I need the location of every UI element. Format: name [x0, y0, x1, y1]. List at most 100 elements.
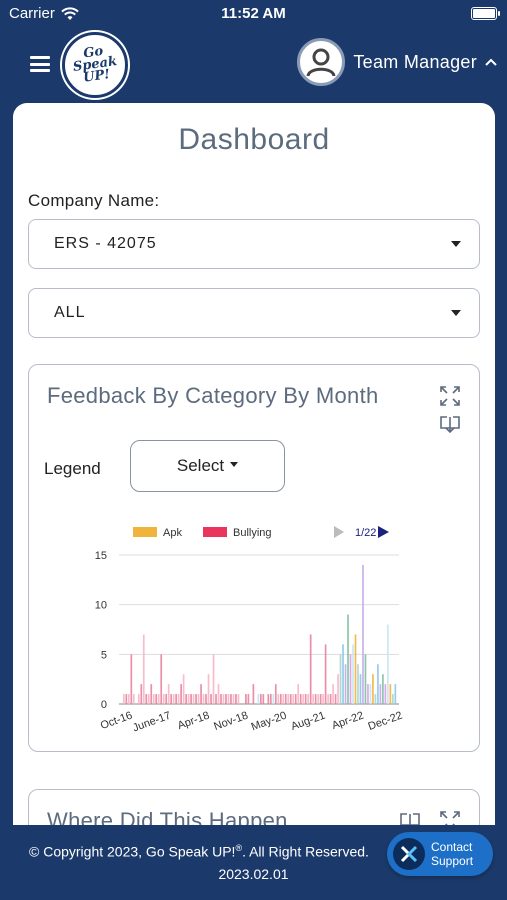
- expand-icon[interactable]: [439, 810, 461, 825]
- panel-title: Feedback By Category By Month: [47, 383, 379, 408]
- chart-bar: [357, 664, 359, 704]
- chart-bar: [359, 674, 362, 704]
- where-panel: Where Did This Happen: [28, 789, 480, 825]
- chart-bar: [225, 694, 227, 704]
- chart-bar: [210, 694, 212, 704]
- chart-bar: [247, 694, 250, 704]
- y-tick-label: 10: [95, 600, 107, 612]
- x-tick-label: Aug-21: [289, 710, 326, 733]
- chart-bar: [140, 684, 143, 704]
- chart-bar: [172, 694, 175, 704]
- chart-bar: [337, 674, 339, 704]
- chart-bar: [384, 684, 387, 704]
- legend-entry: Bullying: [233, 527, 272, 539]
- chart-bar: [177, 694, 180, 704]
- chart-bar: [334, 694, 337, 704]
- chart-bar: [132, 694, 135, 704]
- y-tick-label: 15: [95, 550, 107, 562]
- y-tick-label: 0: [101, 699, 107, 711]
- chart-bar: [352, 644, 354, 704]
- chart-bar: [392, 694, 394, 704]
- chart-bar: [257, 694, 260, 704]
- chart-bar: [152, 694, 155, 704]
- chart-bar: [269, 694, 272, 704]
- chart-bar: [235, 694, 237, 704]
- chart-bar: [195, 694, 197, 704]
- copyright-text: © Copyright 2023, Go Speak UP!®. All Rig…: [29, 843, 369, 860]
- chart-bar: [220, 694, 222, 704]
- chart-bar: [215, 694, 217, 704]
- expand-icon[interactable]: [439, 385, 461, 407]
- clock: 11:52 AM: [221, 5, 286, 22]
- chart-bar: [364, 654, 367, 704]
- carrier: Carrier: [9, 5, 79, 22]
- legend-label: Legend: [44, 459, 101, 478]
- hamburger-menu-icon[interactable]: [30, 56, 50, 72]
- logo: Go Speak UP!: [62, 32, 128, 98]
- chart-bar: [165, 694, 168, 704]
- chart-bar: [155, 694, 158, 704]
- support-icon: [393, 838, 425, 870]
- chart-bar: [299, 694, 302, 704]
- x-tick-label: June-17: [131, 710, 172, 735]
- chart-bar: [162, 694, 165, 704]
- chart-bar: [167, 684, 170, 704]
- chart-bar: [329, 694, 332, 704]
- chart-bar: [274, 684, 277, 704]
- chart-bar: [207, 674, 210, 704]
- chart-bar: [282, 694, 285, 704]
- chart-bar: [272, 694, 275, 704]
- filter-select[interactable]: ALL: [28, 288, 480, 338]
- page-title: Dashboard: [178, 123, 330, 156]
- contact-support-button[interactable]: Contact Support: [387, 832, 493, 876]
- chart-bar: [277, 694, 280, 704]
- x-tick-label: Oct-16: [99, 710, 134, 733]
- chart-bar: [130, 654, 133, 704]
- chart-bar: [312, 694, 314, 704]
- chart-bar: [387, 624, 389, 704]
- chart-bar: [332, 684, 334, 704]
- chart-bar: [150, 684, 153, 704]
- legend-select[interactable]: Select: [130, 440, 285, 492]
- legend-swatch: [133, 527, 157, 537]
- company-select[interactable]: ERS - 42075: [28, 219, 480, 269]
- app-version: 2023.02.01: [218, 866, 289, 882]
- chart-bar: [187, 694, 190, 704]
- company-select-value: ERS - 42075: [54, 235, 157, 252]
- legend-page: 1/22: [355, 527, 376, 539]
- chart-bar: [369, 684, 372, 704]
- download-icon[interactable]: [399, 810, 421, 825]
- chart-bar: [202, 694, 205, 704]
- panel-title: Where Did This Happen: [47, 808, 288, 825]
- chart-bar: [394, 684, 397, 704]
- x-tick-label: Apr-22: [330, 710, 365, 733]
- chart-bar: [227, 694, 230, 704]
- wifi-icon: [61, 6, 79, 20]
- caret-down-icon: [451, 241, 461, 247]
- chart-bar: [200, 684, 202, 704]
- chart-bar: [319, 694, 322, 704]
- chart-bar: [230, 694, 232, 704]
- user-menu[interactable]: Team Manager: [297, 38, 497, 86]
- chart-bar: [142, 634, 145, 704]
- chart-bar: [125, 694, 128, 704]
- chart-bar: [382, 674, 384, 704]
- x-tick-label: Nov-18: [212, 710, 249, 733]
- prev-page-icon: [334, 526, 344, 538]
- chart-bar: [217, 684, 220, 704]
- copyright-main: © Copyright 2023, Go Speak UP!: [29, 843, 236, 860]
- chart-bar: [377, 664, 379, 704]
- chart-bar: [379, 684, 382, 704]
- x-tick-label: Apr-18: [176, 710, 211, 733]
- chart-bar: [185, 694, 187, 704]
- next-page-icon: [378, 526, 389, 538]
- chart-bar: [339, 654, 342, 704]
- avatar-icon: [297, 38, 346, 86]
- chart-bar: [342, 644, 344, 704]
- chart-bar: [205, 694, 207, 704]
- chart-bar: [324, 644, 327, 704]
- download-icon[interactable]: [439, 413, 461, 435]
- chart-bar: [192, 694, 195, 704]
- chart-bar: [389, 684, 392, 704]
- chart-bar: [180, 684, 182, 704]
